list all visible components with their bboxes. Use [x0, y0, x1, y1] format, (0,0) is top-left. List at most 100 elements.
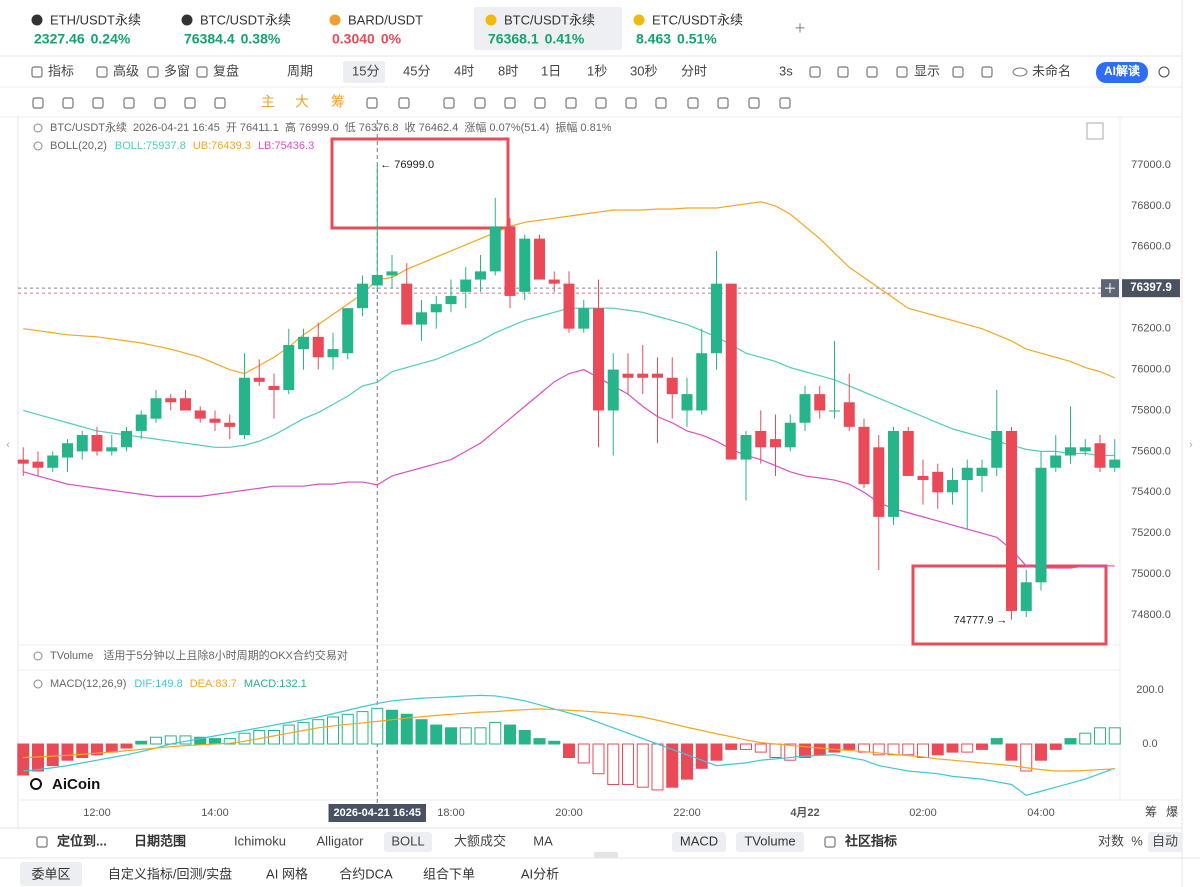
- candle-body: [932, 471, 944, 493]
- toolbar-period[interactable]: 周期: [287, 63, 313, 78]
- indicator-option[interactable]: MA: [533, 833, 553, 848]
- macd-bar: [784, 743, 797, 761]
- x-tick-label: 14:00: [201, 807, 229, 819]
- toolbar-item[interactable]: 复盘: [213, 63, 239, 78]
- icon: [595, 97, 607, 109]
- tab-name[interactable]: ETH/USDT永续: [50, 12, 141, 27]
- scale-option[interactable]: 对数: [1098, 833, 1124, 848]
- macd-bar: [268, 730, 280, 745]
- eye-icon: [33, 123, 43, 133]
- date-range[interactable]: 日期范围: [134, 833, 186, 848]
- x-tick-label: 04:00: [1027, 807, 1055, 819]
- footer-tab[interactable]: 自定义指标/回测/实盘: [108, 866, 232, 881]
- icon: [655, 97, 667, 109]
- collapse-left[interactable]: ‹: [6, 439, 10, 451]
- candle-body: [799, 394, 811, 423]
- period-option[interactable]: 1日: [541, 63, 561, 78]
- scale-option[interactable]: 自动: [1152, 833, 1178, 848]
- macd-bar: [1108, 727, 1121, 745]
- macd-bar: [459, 727, 472, 745]
- footer-tab[interactable]: 组合下单: [423, 866, 475, 881]
- tab-price[interactable]: 76368.1: [488, 31, 539, 47]
- candle-body: [534, 238, 545, 280]
- macd-bar: [17, 743, 30, 776]
- tab-name[interactable]: BARD/USDT: [348, 12, 423, 27]
- sub-indicator-option[interactable]: TVolume: [744, 833, 795, 848]
- collapse-right[interactable]: ›: [1189, 439, 1193, 451]
- candle-body: [622, 373, 634, 378]
- period-option[interactable]: 8时: [498, 63, 518, 78]
- macd-bar: [297, 721, 310, 745]
- icon: [398, 97, 410, 109]
- community[interactable]: 社区指标: [844, 833, 897, 848]
- period-option[interactable]: 1秒: [587, 63, 607, 78]
- bollinger-line: [23, 368, 1115, 569]
- toolbar-item[interactable]: 多窗: [164, 63, 190, 78]
- tab-change[interactable]: 0.38%: [241, 31, 281, 47]
- tab-name[interactable]: BTC/USDT永续: [504, 12, 595, 27]
- period-option[interactable]: 15分: [352, 63, 379, 78]
- toolbar-item[interactable]: 指标: [48, 63, 74, 78]
- candle-body: [224, 422, 236, 427]
- candle-body: [76, 435, 88, 452]
- ai-button[interactable]: AI解读: [1104, 63, 1140, 78]
- fullscreen-icon[interactable]: [1086, 122, 1104, 140]
- candle-body: [32, 461, 44, 468]
- display-toggle[interactable]: 显示: [914, 63, 940, 78]
- tool-shortcut[interactable]: 主: [261, 94, 275, 110]
- toolbar-item[interactable]: 高级: [113, 63, 139, 78]
- indicator-option[interactable]: Alligator: [317, 833, 365, 848]
- y-tick-label: 74800.0: [1131, 609, 1171, 621]
- tool-shortcut[interactable]: 筹: [331, 94, 345, 110]
- eye-icon: [33, 651, 43, 661]
- sub-indicator-option[interactable]: MACD: [680, 833, 718, 848]
- tab-change[interactable]: 0.41%: [545, 31, 585, 47]
- footer-tab[interactable]: 委单区: [31, 866, 70, 881]
- footer-tab[interactable]: AI分析: [521, 866, 559, 881]
- tab-change[interactable]: 0%: [381, 31, 402, 47]
- tab-price[interactable]: 0.3040: [332, 31, 375, 47]
- period-option[interactable]: 4时: [454, 63, 474, 78]
- period-option[interactable]: 45分: [403, 63, 430, 78]
- indicator-option[interactable]: Ichimoku: [234, 833, 286, 848]
- tool-shortcut[interactable]: 大: [295, 94, 309, 110]
- tab-name[interactable]: ETC/USDT永续: [652, 12, 743, 27]
- candle-body: [416, 312, 427, 325]
- period-option[interactable]: 分时: [681, 63, 707, 78]
- indicator-note: 适用于5分钟以上且除8小时周期的OKX合约交易对: [103, 648, 347, 662]
- ai-button-bg[interactable]: [1096, 62, 1148, 83]
- scale-option[interactable]: %: [1131, 833, 1143, 848]
- refresh-rate[interactable]: 3s: [779, 63, 793, 78]
- footer-tab[interactable]: 合约DCA: [339, 866, 393, 881]
- icon: [196, 66, 208, 78]
- icon: [92, 97, 104, 109]
- indicator-option[interactable]: 大额成交: [454, 833, 506, 848]
- axis-tool[interactable]: 筹: [1145, 805, 1157, 819]
- macd-bar: [282, 724, 295, 745]
- tab-price[interactable]: 2327.46: [34, 31, 85, 47]
- layout-name[interactable]: 未命名: [1032, 63, 1071, 78]
- icon: [504, 97, 516, 109]
- candle-body: [770, 439, 781, 448]
- candle-body: [298, 336, 309, 350]
- candle-body: [62, 443, 73, 458]
- tab-name[interactable]: BTC/USDT永续: [200, 12, 291, 27]
- footer-tab[interactable]: AI 网格: [266, 866, 308, 881]
- icon: [31, 66, 43, 78]
- locate[interactable]: 定位到...: [56, 833, 107, 848]
- indicator-option[interactable]: BOLL: [391, 833, 424, 848]
- axis-tool[interactable]: 爆: [1166, 805, 1178, 819]
- macd-bar: [238, 732, 251, 745]
- tab-change[interactable]: 0.51%: [677, 31, 717, 47]
- y-tick-label: 77000.0: [1131, 159, 1171, 171]
- macd-bar: [695, 743, 708, 769]
- tab-price[interactable]: 8.463: [636, 31, 671, 47]
- macd-bar: [799, 743, 811, 758]
- macd-bar: [223, 738, 236, 745]
- add-tab[interactable]: +: [795, 18, 806, 38]
- candle-body: [150, 398, 162, 419]
- tab-price[interactable]: 76384.4: [184, 31, 235, 47]
- macd-bar: [710, 743, 723, 761]
- period-option[interactable]: 30秒: [630, 63, 657, 78]
- tab-change[interactable]: 0.24%: [91, 31, 131, 47]
